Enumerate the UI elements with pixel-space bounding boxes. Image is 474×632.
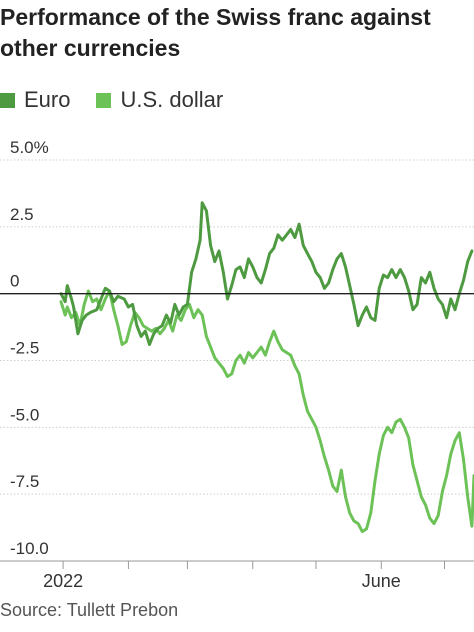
y-tick-label: -5.0: [10, 405, 39, 424]
legend-item-euro: Euro: [0, 87, 70, 113]
legend-item-usd: U.S. dollar: [96, 87, 223, 113]
line-chart: 5.0% 2.5 0 -2.5 -5.0 -7.5 -10.0 2022 June: [0, 138, 474, 591]
chart-legend: Euro U.S. dollar: [0, 87, 249, 113]
y-tick-label: 5.0%: [10, 138, 49, 157]
chart-title: Performance of the Swiss franc against o…: [0, 4, 431, 61]
chart-source: Source: Tullett Prebon: [0, 600, 179, 620]
y-tick-label: -7.5: [10, 472, 39, 491]
y-tick-label: 2.5: [10, 205, 34, 224]
legend-swatch-usd: [96, 92, 112, 108]
x-tick-label: June: [362, 571, 401, 591]
series-line-usd: [59, 289, 474, 534]
series-line-euro: [59, 201, 474, 346]
y-tick-label: -2.5: [10, 339, 39, 358]
legend-label-usd: U.S. dollar: [120, 87, 224, 112]
legend-swatch-euro: [0, 92, 15, 108]
y-tick-label: 0: [10, 272, 19, 291]
x-tick-label: 2022: [43, 571, 83, 591]
legend-label-euro: Euro: [24, 87, 71, 112]
y-tick-label: -10.0: [10, 539, 49, 558]
